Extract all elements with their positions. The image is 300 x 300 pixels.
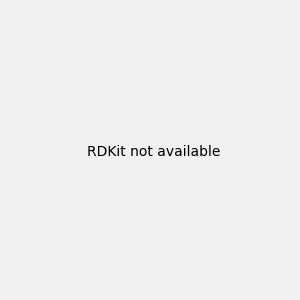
Text: RDKit not available: RDKit not available: [87, 145, 220, 158]
